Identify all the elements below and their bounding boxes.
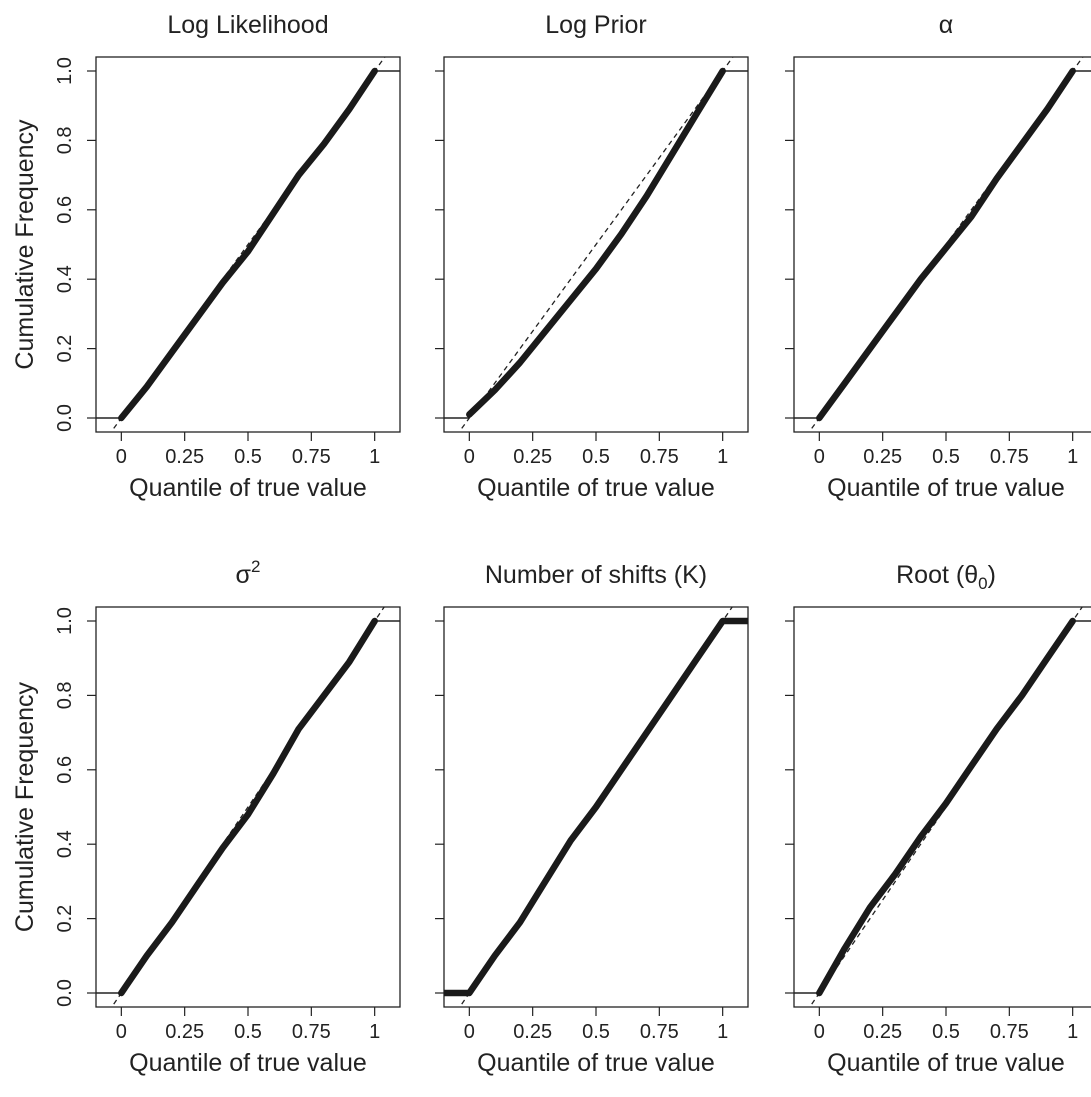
y-tick-label: 0.4 [54,265,76,293]
x-axis-label: Quantile of true value [477,1049,715,1077]
x-tick-label: 0.5 [234,1021,262,1043]
x-axis-label: Quantile of true value [827,474,1065,502]
plot-area [444,57,748,429]
x-tick-label: 1 [717,446,728,468]
x-axis-label: Quantile of true value [129,474,367,502]
x-tick-label: 0.5 [932,1021,960,1043]
x-tick-label: 0 [814,446,825,468]
panel-title: σ2 [236,557,261,589]
x-tick-label: 0.75 [292,446,331,468]
panel-title: Log Prior [545,11,646,39]
x-tick-label: 0 [116,446,127,468]
x-tick-label: 0 [814,1021,825,1043]
panel-1: 0 0.25 0.5 0.75 1 0.0 0.2 0.4 0.6 0.8 1.0 Log Likel… [11,11,401,502]
series-curve-1 [444,617,748,997]
y-tick-label: 0.2 [54,905,76,933]
series-curve-1 [118,617,378,997]
panel-title: α [939,11,953,39]
panel-5: 0 0.25 0.5 0.75 1 Number of shifts (K) Quantil… [435,561,749,1077]
panel-title: Root (θ0) [896,561,996,593]
x-tick-label: 0.5 [582,446,610,468]
panel-title: Number of shifts (K) [485,561,707,589]
x-tick-label: 1 [369,1021,380,1043]
y-tick-label: 1.0 [54,607,76,635]
x-tick-label: 0.25 [165,446,204,468]
y-tick-label: 1.0 [54,57,76,85]
reference-diagonal [461,57,734,429]
panel-2: 0 0.25 0.5 0.75 1 Log Prior Quantile of true v… [435,11,749,502]
y-tick-label: 0.8 [54,126,76,154]
series-curve-1 [816,617,1076,997]
y-axis-label: Cumulative Frequency [11,681,39,932]
plot-area [794,57,1091,429]
series-curve-1 [466,67,726,418]
y-tick-label: 0.6 [54,756,76,784]
y-axis-label: Cumulative Frequency [11,119,39,370]
y-tick-label: 0.4 [54,830,76,858]
panel-6: 0 0.25 0.5 0.75 1 Root (θ0) Quantile of true v… [785,561,1091,1077]
y-tick-label: 0.0 [54,404,76,432]
x-tick-label: 0 [116,1021,127,1043]
x-tick-label: 1 [1067,1021,1078,1043]
x-tick-label: 0.25 [863,446,902,468]
x-tick-label: 0.5 [932,446,960,468]
x-tick-label: 0.75 [640,1021,679,1043]
series-curve-1 [118,67,378,422]
x-tick-label: 0.75 [990,1021,1029,1043]
x-tick-label: 1 [1067,446,1078,468]
x-tick-label: 0.5 [234,446,262,468]
panel-title: Log Likelihood [167,11,328,39]
x-tick-label: 0 [464,1021,475,1043]
x-tick-label: 0.75 [292,1021,331,1043]
x-tick-label: 0.25 [513,1021,552,1043]
y-tick-label: 0.2 [54,335,76,363]
x-axis-label: Quantile of true value [477,474,715,502]
x-tick-label: 0.75 [640,446,679,468]
panel-4: 0 0.25 0.5 0.75 1 0.0 0.2 0.4 0.6 0.8 1.0 σ2 Quantil… [11,557,401,1077]
y-tick-label: 0.8 [54,681,76,709]
panel-3: 0 0.25 0.5 0.75 1 α Quantile of true value [785,11,1091,502]
series-curve-1 [816,67,1076,422]
y-tick-label: 0.0 [54,979,76,1007]
plot-area [96,57,400,429]
x-tick-label: 0 [464,446,475,468]
x-tick-label: 1 [717,1021,728,1043]
plot-area [96,607,400,1005]
x-tick-label: 0.75 [990,446,1029,468]
x-tick-label: 0.25 [863,1021,902,1043]
x-tick-label: 0.25 [165,1021,204,1043]
x-tick-label: 1 [369,446,380,468]
x-tick-label: 0.5 [582,1021,610,1043]
plot-area [794,607,1091,1005]
x-axis-label: Quantile of true value [129,1049,367,1077]
plot-area [444,607,748,1005]
x-tick-label: 0.25 [513,446,552,468]
x-axis-label: Quantile of true value [827,1049,1065,1077]
y-tick-label: 0.6 [54,196,76,224]
